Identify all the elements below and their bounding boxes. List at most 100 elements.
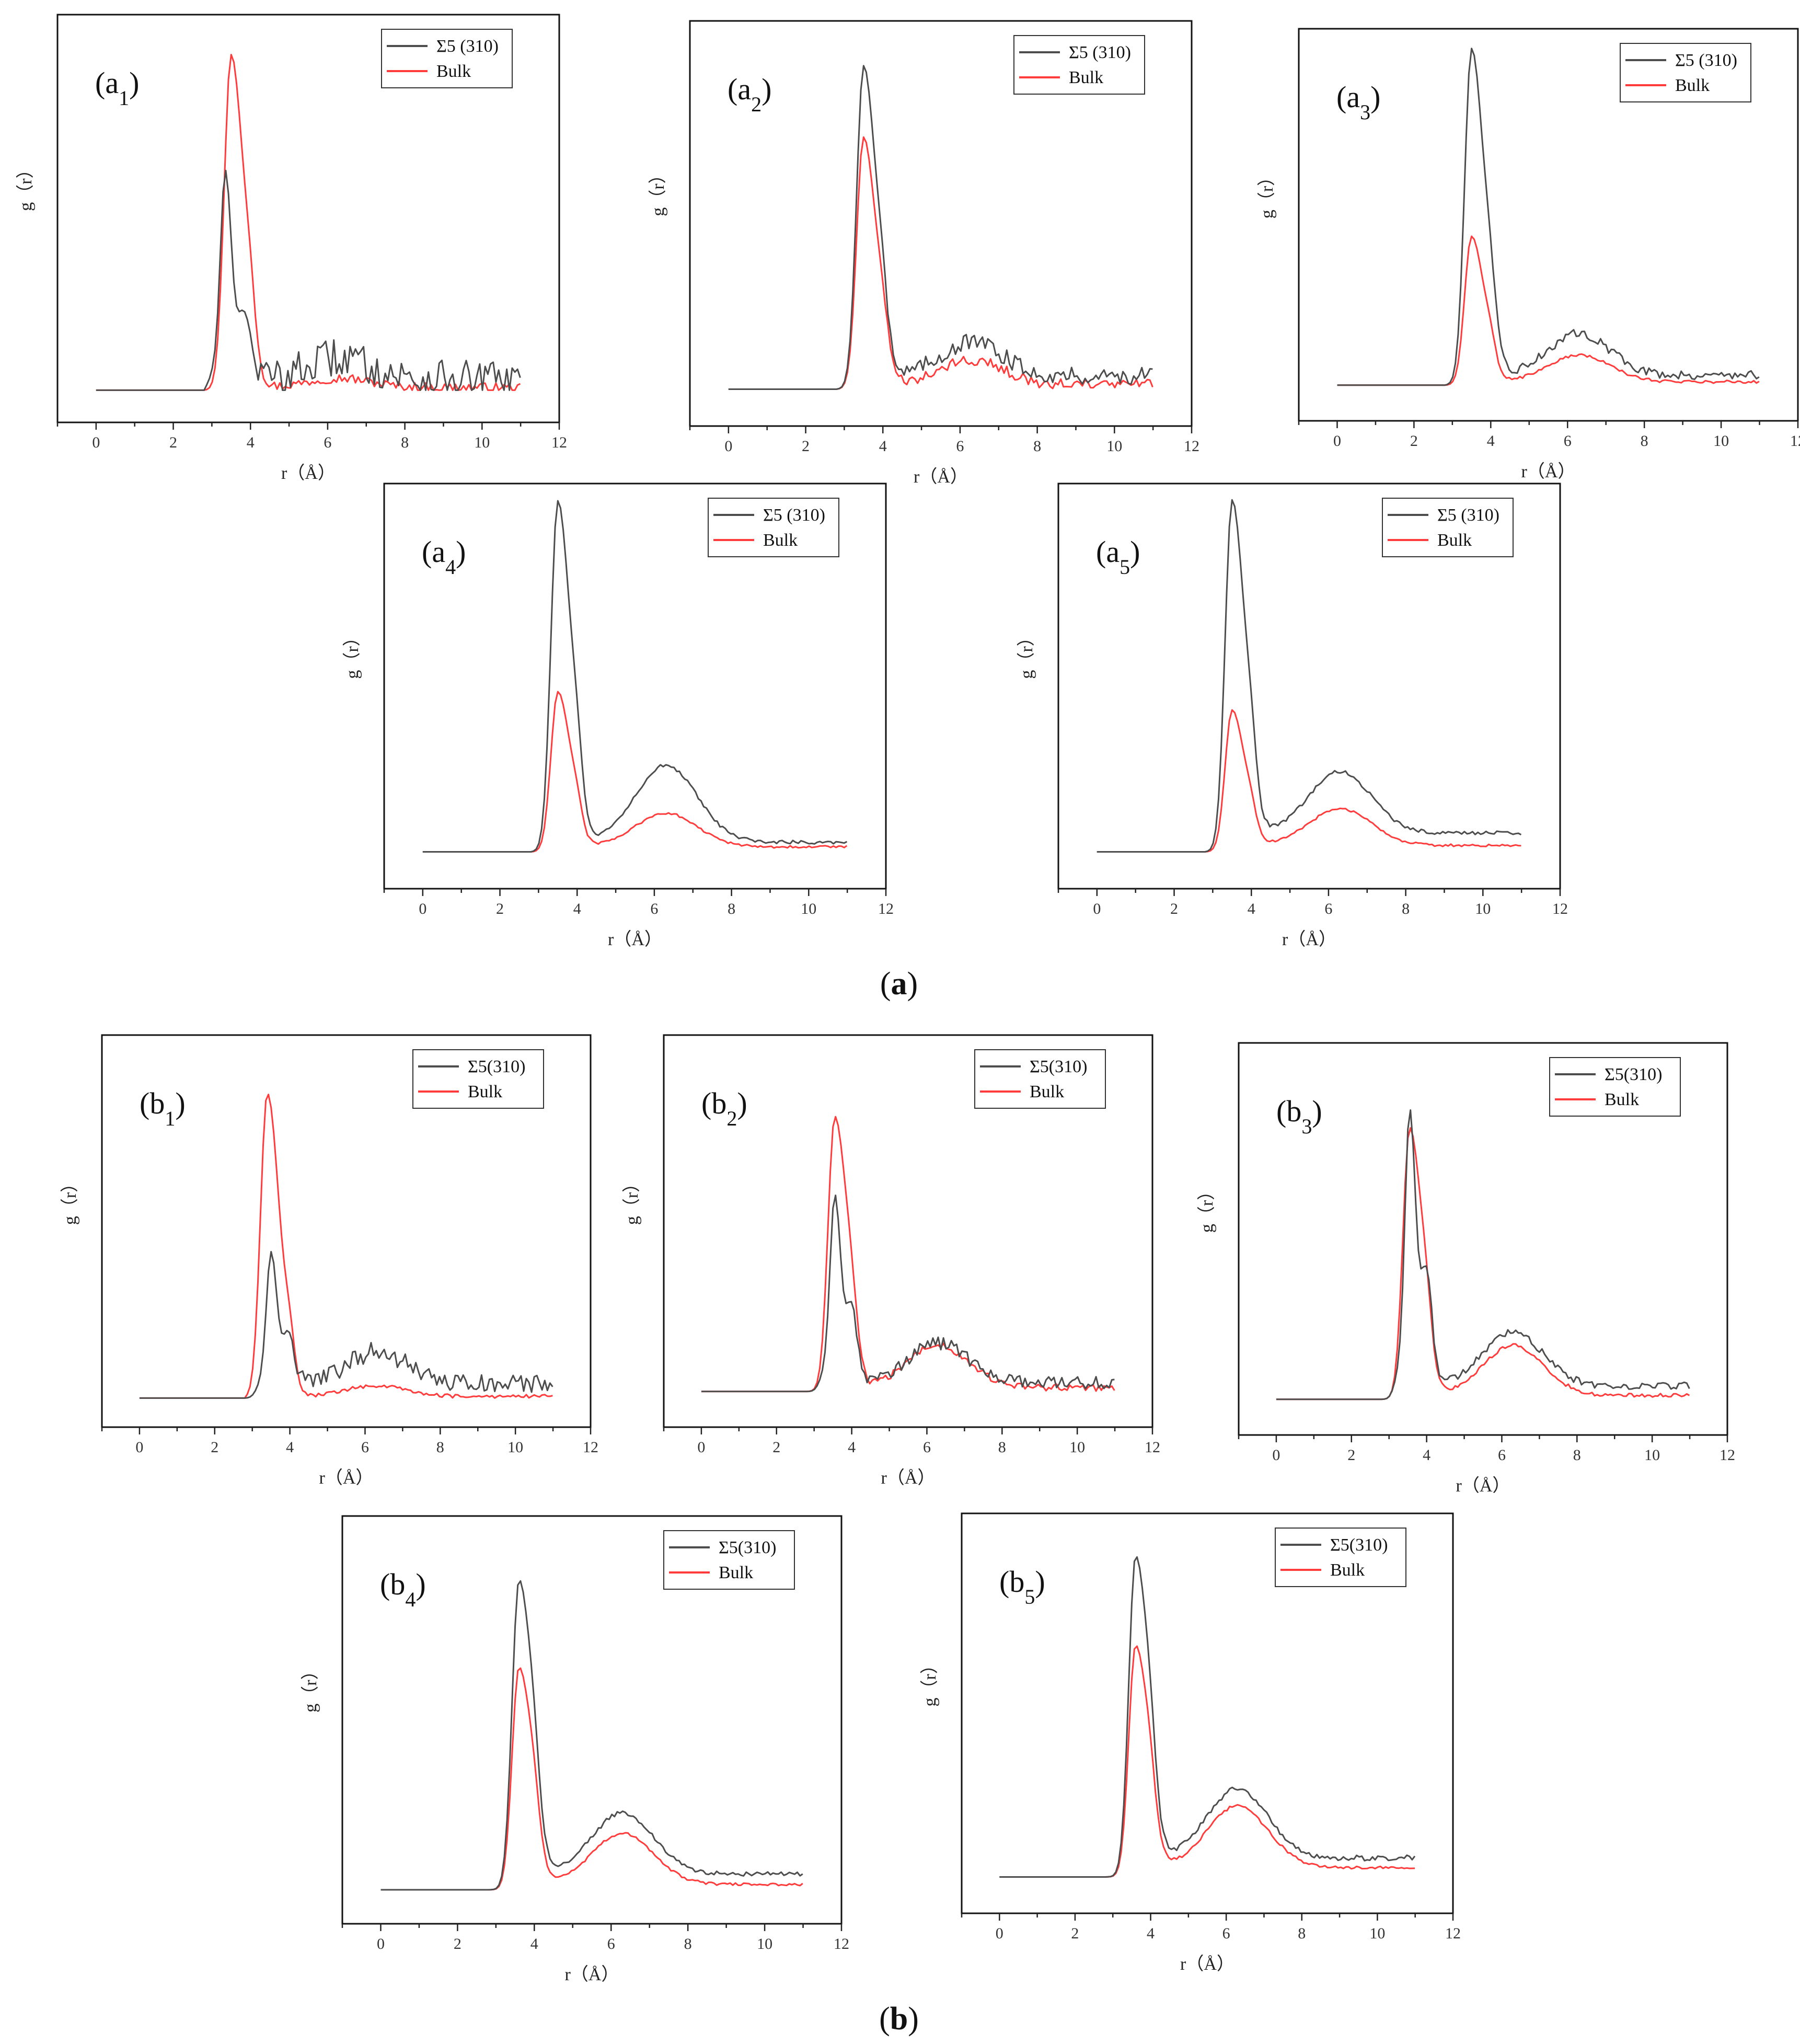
legend-entry: Bulk <box>1437 531 1472 550</box>
x-tick-label: 12 <box>1184 438 1199 455</box>
panel-label: (a2) <box>728 72 771 116</box>
legend-entry: Σ5(310) <box>468 1057 525 1076</box>
x-tick-label: 12 <box>1445 1925 1461 1942</box>
legend-box <box>663 1530 795 1590</box>
x-tick-label: 2 <box>1170 900 1178 917</box>
x-tick-label: 10 <box>507 1439 523 1456</box>
y-axis-label: g（r） <box>342 628 362 679</box>
legend-box <box>708 498 839 557</box>
x-tick-label: 6 <box>923 1439 931 1456</box>
chart-a2: 0 2 4 6 8 10 12 r（Å） g（r） (a2) Σ5 (310) Bulk <box>648 20 1199 487</box>
legend-entry: Σ5 (310) <box>436 37 499 56</box>
x-tick-label: 6 <box>324 434 331 451</box>
x-tick-label: 0 <box>724 438 732 455</box>
x-tick-label: 2 <box>496 900 504 917</box>
series-line-sigma5 <box>728 65 1153 390</box>
chart-a1: 0 2 4 6 8 10 12 r（Å） g（r） (a1) Σ5 (310) Bulk <box>16 14 567 483</box>
legend-box <box>1549 1057 1681 1117</box>
chart-b2: 0 2 4 6 8 10 12 r（Å） g（r） (b2) Σ5(310) Bulk <box>622 1034 1160 1488</box>
x-axis-label: r（Å） <box>1521 462 1576 481</box>
series-line-sigma5 <box>1097 499 1522 853</box>
series-line-sigma5 <box>380 1580 803 1891</box>
panel-label: (b3) <box>1276 1094 1322 1138</box>
x-axis-label: r（Å） <box>914 467 968 487</box>
x-tick-label: 0 <box>697 1439 705 1456</box>
legend-box <box>1013 35 1145 95</box>
legend-entry: Bulk <box>1605 1090 1639 1109</box>
series-line-bulk <box>96 54 521 391</box>
x-axis-label: r（Å） <box>881 1468 936 1488</box>
legend-box <box>381 29 513 88</box>
series-line-sigma5 <box>139 1250 553 1399</box>
legend-entry: Bulk <box>468 1082 502 1101</box>
chart-b5: 0 2 4 6 8 10 12 r（Å） g（r） (b5) Σ5(310) Bulk <box>920 1512 1461 1974</box>
panel-label: (a4) <box>422 535 466 579</box>
x-tick-label: 8 <box>684 1935 692 1953</box>
x-tick-label: 10 <box>1369 1925 1385 1942</box>
legend-box <box>1275 1528 1406 1587</box>
legend-box <box>1382 498 1514 557</box>
x-tick-label: 6 <box>956 438 964 455</box>
x-tick-label: 8 <box>401 434 409 451</box>
x-tick-label: 6 <box>1324 900 1332 917</box>
figure-caption-b: (b) <box>879 2001 919 2037</box>
x-tick-label: 8 <box>436 1439 444 1456</box>
x-axis-label: r（Å） <box>319 1468 374 1488</box>
series-line-bulk <box>1276 1127 1690 1400</box>
x-axis-label: r（Å） <box>565 1965 619 1984</box>
series-line-sigma5 <box>999 1556 1416 1878</box>
y-axis-label: g（r） <box>920 1656 940 1706</box>
x-tick-label: 10 <box>474 434 490 451</box>
legend-entry: Σ5 (310) <box>1437 506 1499 525</box>
legend-entry: Σ5 (310) <box>1069 43 1131 62</box>
chart-b1: 0 2 4 6 8 10 12 r（Å） g（r） (b1) Σ5(310) Bulk <box>60 1034 598 1488</box>
y-axis-label: g（r） <box>622 1175 642 1225</box>
panel-label: (b2) <box>701 1086 747 1130</box>
y-axis-label: g（r） <box>301 1662 320 1712</box>
chart-b3: 0 2 4 6 8 10 12 r（Å） g（r） (b3) Σ5(310) Bulk <box>1197 1042 1735 1496</box>
x-tick-label: 6 <box>361 1439 369 1456</box>
x-tick-label: 10 <box>1713 432 1729 450</box>
x-tick-label: 12 <box>583 1439 598 1456</box>
series-line-sigma5 <box>422 500 848 853</box>
x-tick-label: 4 <box>879 438 887 455</box>
x-tick-label: 10 <box>1069 1439 1085 1456</box>
x-tick-label: 6 <box>1222 1925 1230 1942</box>
x-tick-label: 12 <box>1145 1439 1160 1456</box>
x-tick-label: 2 <box>454 1935 461 1953</box>
x-tick-label: 4 <box>1423 1446 1430 1464</box>
plot-frame <box>1238 1042 1728 1436</box>
legend-entry: Σ5(310) <box>1330 1535 1388 1555</box>
legend-entry: Bulk <box>436 62 471 81</box>
plot-frame <box>663 1034 1153 1428</box>
x-tick-label: 4 <box>573 900 581 917</box>
x-tick-label: 8 <box>728 900 735 917</box>
y-axis-label: g（r） <box>1017 628 1036 679</box>
chart-a4: 0 2 4 6 8 10 12 r（Å） g（r） (a4) Σ5 (310) Bulk <box>342 483 894 949</box>
plot-frame <box>56 14 560 423</box>
x-axis-label: r（Å） <box>608 929 662 949</box>
x-tick-label: 0 <box>135 1439 143 1456</box>
legend-entry: Bulk <box>763 531 798 550</box>
y-axis-label: g（r） <box>1197 1182 1217 1233</box>
series-line-bulk <box>380 1667 803 1891</box>
y-axis-label: g（r） <box>1257 168 1277 219</box>
series-line-sigma5 <box>1276 1109 1690 1400</box>
x-tick-label: 4 <box>530 1935 538 1953</box>
legend-entry: Σ5(310) <box>719 1538 776 1557</box>
x-tick-label: 6 <box>607 1935 615 1953</box>
series-line-sigma5 <box>701 1195 1115 1393</box>
x-tick-label: 6 <box>650 900 658 917</box>
x-tick-label: 4 <box>1147 1925 1155 1942</box>
series-line-bulk <box>139 1094 553 1399</box>
legend-box <box>1620 43 1751 102</box>
x-tick-label: 6 <box>1564 432 1572 450</box>
series-line-bulk <box>999 1645 1415 1878</box>
legend-entry: Bulk <box>1069 68 1103 87</box>
legend-entry: Σ5 (310) <box>763 506 825 525</box>
x-tick-label: 8 <box>998 1439 1006 1456</box>
legend-entry: Σ5(310) <box>1605 1065 1662 1084</box>
series-line-bulk <box>422 691 848 853</box>
x-tick-label: 2 <box>1410 432 1418 450</box>
x-tick-label: 4 <box>286 1439 294 1456</box>
